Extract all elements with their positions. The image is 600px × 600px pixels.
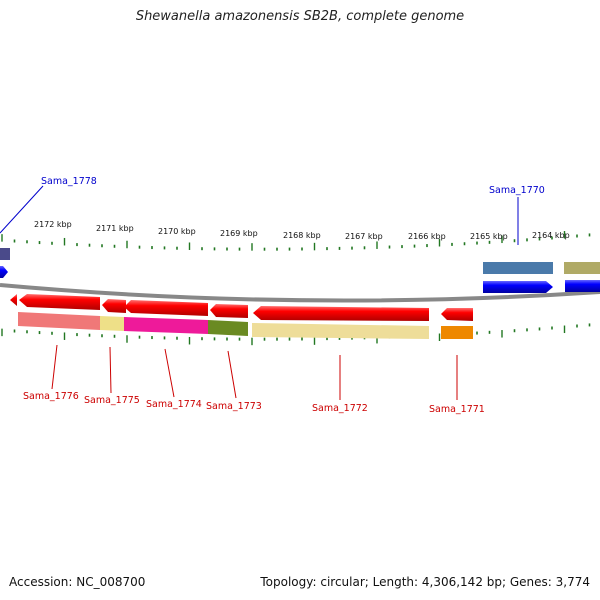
forward-strand-genes: [0, 248, 600, 293]
feature-bar-sama-1771: [441, 326, 473, 339]
forward-feature-bar: [0, 248, 10, 260]
scale-label-2171: 2171 kbp: [96, 224, 134, 233]
reverse-gene-labels: Sama_1776 Sama_1775 Sama_1774 Sama_1773 …: [23, 344, 485, 415]
gene-arrow-sama-1775[interactable]: [102, 299, 126, 313]
forward-gene-labels: Sama_1778 Sama_1770: [0, 176, 545, 245]
scale-label-2167: 2167 kbp: [345, 232, 383, 241]
label-connector: [164, 348, 175, 398]
gene-label-sama-1776[interactable]: Sama_1776: [23, 391, 79, 402]
feature-bar-sama-1775: [100, 316, 124, 331]
label-connector: [109, 346, 112, 394]
accession-text: Accession: NC_008700: [9, 575, 146, 589]
gene-arrow-forward[interactable]: [565, 280, 600, 292]
scale-label-2166: 2166 kbp: [408, 232, 446, 241]
gene-arrow-sama-1773[interactable]: [210, 304, 248, 318]
gene-arrow-sama-1776[interactable]: [19, 294, 100, 310]
genome-backbone: [0, 283, 600, 303]
feature-bar-sama-1772: [252, 323, 429, 339]
gene-arrow-sama-1774[interactable]: [124, 300, 208, 316]
feature-bar-sama-1773: [208, 320, 248, 336]
scale-label-2169: 2169 kbp: [220, 229, 258, 238]
gene-label-sama-1772[interactable]: Sama_1772: [312, 403, 368, 414]
feature-bar-sama-1776: [18, 312, 100, 330]
gene-label-sama-1774[interactable]: Sama_1774: [146, 399, 202, 410]
scale-label-2168: 2168 kbp: [283, 231, 321, 240]
scale-label-2164: 2164 kbp: [532, 231, 570, 240]
scale-labels: 2172 kbp 2171 kbp 2170 kbp 2169 kbp 2168…: [34, 220, 570, 241]
genome-title: Shewanella amazonensis SB2B, complete ge…: [135, 9, 465, 24]
topology-text: Topology: circular; Length: 4,306,142 bp…: [260, 575, 590, 589]
scale-label-2170: 2170 kbp: [158, 227, 196, 236]
gene-label-sama-1775[interactable]: Sama_1775: [84, 395, 140, 406]
reverse-feature-bars: [18, 312, 473, 339]
forward-feature-bar: [564, 262, 600, 274]
gene-arrow-sama-1772[interactable]: [253, 306, 429, 321]
label-connector: [51, 344, 58, 390]
gene-label-sama-1770[interactable]: Sama_1770: [489, 185, 545, 196]
reverse-strand-genes: [10, 294, 473, 321]
label-connector: [227, 350, 237, 399]
gene-arrow-sama-1770[interactable]: [483, 281, 553, 293]
gene-arrow-sama-1771[interactable]: [441, 308, 473, 321]
feature-bar-sama-1774: [124, 317, 208, 334]
gene-label-sama-1778[interactable]: Sama_1778: [41, 176, 97, 187]
gene-label-sama-1771[interactable]: Sama_1771: [429, 404, 485, 415]
top-scale-ticks: [1, 231, 591, 251]
gene-arrow-forward[interactable]: [0, 266, 8, 278]
label-connector: [0, 185, 44, 234]
scale-label-2165: 2165 kbp: [470, 232, 508, 241]
forward-feature-bar: [483, 262, 553, 274]
gene-label-sama-1773[interactable]: Sama_1773: [206, 401, 262, 412]
gene-arrow-reverse[interactable]: [10, 294, 17, 306]
scale-label-2172: 2172 kbp: [34, 220, 72, 229]
